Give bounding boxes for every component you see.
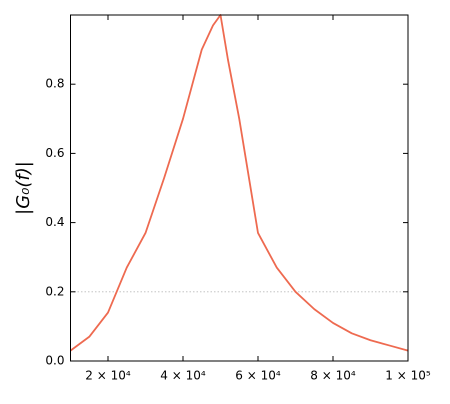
y-tick-label: 0.2 xyxy=(45,284,64,298)
y-tick-label: 0.4 xyxy=(45,215,64,229)
x-tick-label: 8 × 10⁴ xyxy=(310,369,356,383)
x-tick-label: 6 × 10⁴ xyxy=(235,369,281,383)
plot-frame xyxy=(70,14,409,362)
x-tick-label: 4 × 10⁴ xyxy=(160,369,206,383)
y-tick-label: 0.6 xyxy=(45,146,64,160)
x-tick-label: 2 × 10⁴ xyxy=(85,369,131,383)
x-tick-label: 1 × 10⁵ xyxy=(385,369,431,383)
y-axis-label: |G₀(f)| xyxy=(13,161,34,215)
y-tick-label: 0.8 xyxy=(45,77,64,91)
y-tick-label: 0.0 xyxy=(45,354,64,368)
line xyxy=(69,14,409,352)
